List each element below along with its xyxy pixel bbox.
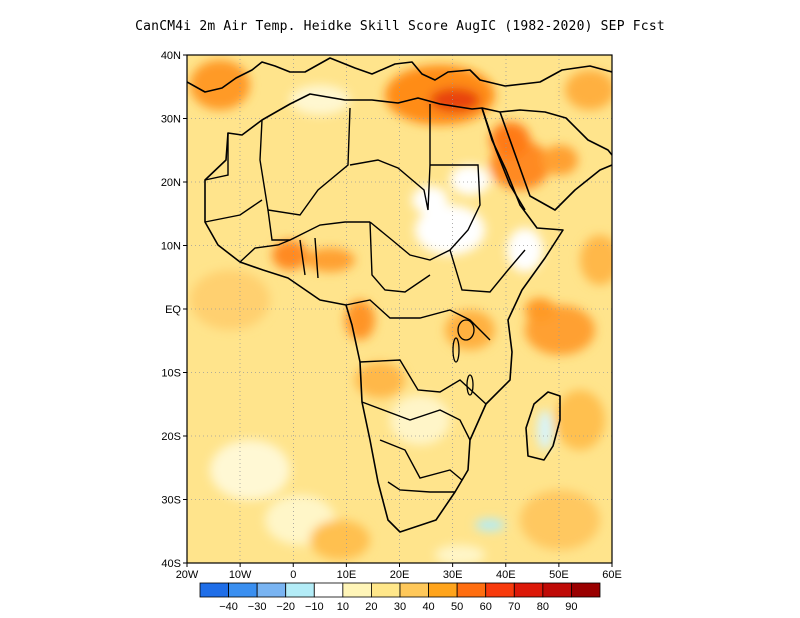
lat-label: 30N bbox=[161, 114, 181, 126]
skill-field bbox=[187, 55, 612, 563]
arabian-peninsula bbox=[481, 107, 612, 211]
colorbar-label: 20 bbox=[365, 601, 377, 613]
coastlines bbox=[187, 57, 612, 533]
red-sea-coast bbox=[481, 107, 526, 211]
colorbar-label: 60 bbox=[480, 601, 492, 613]
lat-label: 10S bbox=[161, 368, 181, 380]
country-borders bbox=[204, 104, 526, 493]
colorbar-label: 80 bbox=[537, 601, 549, 613]
lon-label: 10E bbox=[337, 569, 357, 581]
europe-coast bbox=[187, 57, 612, 93]
lon-label: 20W bbox=[176, 569, 199, 581]
madagascar bbox=[525, 391, 561, 461]
colorbar-swatch bbox=[371, 582, 401, 598]
colorbar-label: 90 bbox=[565, 601, 577, 613]
lon-label: 20E bbox=[390, 569, 410, 581]
lat-label: 30S bbox=[161, 495, 181, 507]
lat-label: 20N bbox=[161, 177, 181, 189]
colorbar-label: −40 bbox=[219, 601, 238, 613]
lat-label: 40S bbox=[161, 558, 181, 570]
lon-label: 50E bbox=[549, 569, 569, 581]
colorbar-swatch bbox=[456, 582, 487, 598]
colorbar-label: −30 bbox=[248, 601, 267, 613]
grid-lines bbox=[187, 55, 612, 563]
lon-label: 30E bbox=[443, 569, 463, 581]
lakes bbox=[452, 319, 475, 396]
colorbar-swatch bbox=[513, 582, 544, 598]
colorbar-swatch bbox=[313, 582, 344, 598]
colorbar-label: 10 bbox=[337, 601, 349, 613]
colorbar-swatch bbox=[285, 582, 315, 598]
colorbar-swatch bbox=[485, 582, 515, 598]
colorbar-label: 70 bbox=[508, 601, 520, 613]
colorbar-label: −20 bbox=[276, 601, 295, 613]
colorbar-swatch bbox=[256, 582, 287, 598]
lat-label: 10N bbox=[161, 241, 181, 253]
colorbar-labels: −40 −30 −20 −10 10 20 30 40 50 60 70 80 90 bbox=[219, 601, 577, 613]
colorbar-swatch bbox=[399, 582, 429, 598]
colorbar-swatch bbox=[428, 582, 458, 598]
lat-label: EQ bbox=[165, 304, 181, 316]
colorbar-swatch bbox=[228, 582, 258, 598]
lon-label: 60E bbox=[602, 569, 622, 581]
lon-axis-labels: 20W 10W 0 10E 20E 30E 40E 50E 60E bbox=[176, 563, 622, 581]
map-title: CanCM4i 2m Air Temp. Heidke Skill Score … bbox=[135, 19, 665, 34]
lon-label: 40E bbox=[496, 569, 516, 581]
colorbar-label: 30 bbox=[394, 601, 406, 613]
colorbar-label: 40 bbox=[422, 601, 434, 613]
colorbar-swatch bbox=[571, 582, 601, 598]
lat-label: 20S bbox=[161, 431, 181, 443]
lon-label: 0 bbox=[290, 569, 296, 581]
colorbar bbox=[199, 582, 601, 598]
lat-axis-labels: 40N 30N 20N 10N EQ 10S 20S 30S 40S bbox=[161, 50, 187, 570]
lon-label: 10W bbox=[229, 569, 252, 581]
colorbar-label: 50 bbox=[451, 601, 463, 613]
colorbar-label: −10 bbox=[305, 601, 324, 613]
colorbar-swatch bbox=[199, 582, 229, 598]
colorbar-swatch bbox=[342, 582, 372, 598]
africa-coastline bbox=[204, 93, 564, 533]
lat-label: 40N bbox=[161, 50, 181, 62]
colorbar-swatch bbox=[542, 582, 572, 598]
